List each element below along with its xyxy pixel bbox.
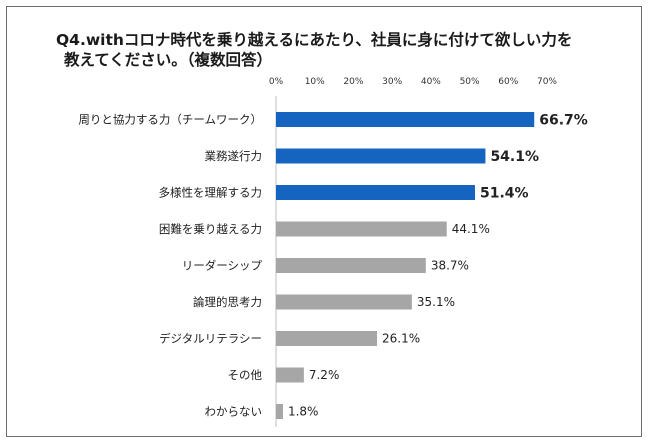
data-label: 35.1%	[417, 295, 455, 309]
data-label: 44.1%	[452, 222, 490, 236]
data-label: 54.1%	[490, 149, 539, 165]
bar	[276, 148, 486, 164]
category-label: その他	[228, 368, 263, 382]
chart-title-line1: Q4.withコロナ時代を乗り越えるにあたり、社員に身に付けて欲しい力を	[56, 31, 573, 49]
bar	[276, 294, 412, 310]
chart-title: Q4.withコロナ時代を乗り越えるにあたり、社員に身に付けて欲しい力を 教えて…	[56, 30, 616, 70]
data-label: 7.2%	[309, 368, 340, 382]
category-label: 周りと協力する力（チームワーク）	[78, 113, 262, 127]
x-tick-label: 30%	[382, 77, 402, 87]
bar	[276, 404, 283, 419]
data-label: 38.7%	[431, 259, 469, 273]
category-label: 困難を乗り越える力	[159, 222, 262, 236]
category-label: デジタルリテラシー	[159, 332, 262, 346]
x-tick-label: 40%	[421, 77, 441, 87]
bar	[276, 367, 304, 383]
bar	[276, 331, 378, 346]
category-label: 論理的思考力	[193, 295, 262, 309]
bar	[276, 112, 535, 127]
bar	[276, 258, 426, 273]
x-tick-label: 60%	[498, 77, 518, 87]
x-tick-label: 0%	[269, 77, 284, 87]
category-label: 業務遂行力	[205, 149, 263, 163]
data-label: 66.7%	[539, 113, 588, 129]
x-tick-label: 20%	[343, 77, 363, 87]
x-tick-label: 50%	[460, 77, 480, 87]
data-label: 1.8%	[288, 405, 319, 419]
category-label: リーダーシップ	[182, 259, 263, 273]
data-label: 51.4%	[480, 186, 529, 202]
data-label: 26.1%	[382, 332, 420, 346]
x-tick-label: 70%	[537, 77, 557, 87]
category-label: わからない	[205, 405, 263, 419]
chart-title-line2: 教えてください。（複数回答）	[64, 51, 273, 69]
bar	[276, 221, 447, 237]
category-label: 多様性を理解する力	[159, 186, 263, 200]
bar	[276, 185, 475, 200]
x-tick-label: 10%	[305, 77, 325, 87]
